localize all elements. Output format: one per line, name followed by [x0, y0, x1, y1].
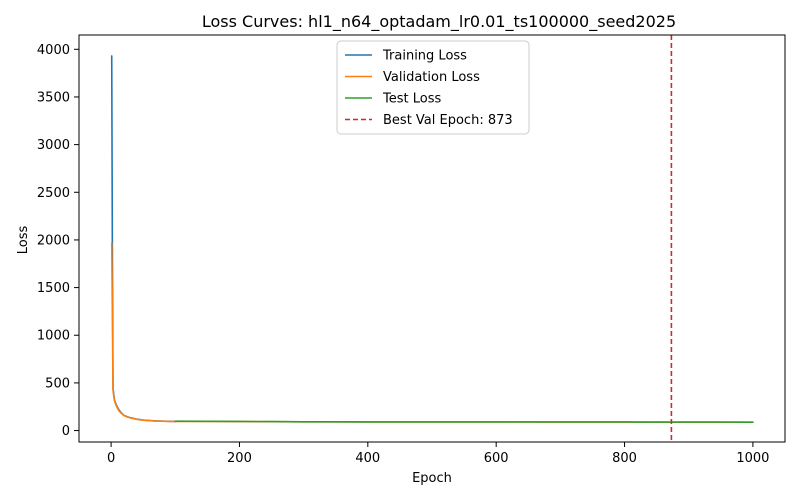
plot-area	[78, 34, 786, 443]
y-tick-label: 1500	[37, 281, 70, 296]
legend-items: Training Loss Validation Loss Test Loss Bes…	[345, 49, 513, 128]
legend-label: Training Loss	[382, 49, 467, 64]
y-tick-label: 3000	[37, 138, 70, 153]
y-tick-label: 2500	[37, 186, 70, 201]
y-tick-label: 4000	[37, 43, 70, 58]
legend-label: Test Loss	[382, 92, 441, 107]
series-layer	[110, 55, 754, 423]
legend-label: Best Val Epoch: 873	[383, 113, 513, 128]
y-tick-label: 0	[62, 424, 70, 439]
series-line-validation-loss	[110, 241, 754, 423]
y-tick-label: 3500	[37, 90, 70, 105]
y-tick-label: 2000	[37, 233, 70, 248]
y-tick-label: 1000	[37, 329, 70, 344]
series-line-training-loss	[110, 55, 177, 423]
x-tick-label: 1000	[736, 451, 769, 466]
y-axis: 0 500 1000 1500 2000 2500 3000 3500 4000	[37, 43, 79, 439]
x-tick-label: 400	[355, 451, 380, 466]
y-tick-label: 500	[45, 376, 70, 391]
plot-frame	[78, 34, 786, 443]
x-tick-label: 800	[612, 451, 637, 466]
x-tick-label: 200	[227, 451, 252, 466]
legend-frame	[336, 40, 530, 135]
chart-title: Loss Curves: hl1_n64_optadam_lr0.01_ts10…	[202, 12, 676, 32]
y-axis-label: Loss	[16, 226, 31, 255]
x-tick-label: 0	[107, 451, 115, 466]
legend-label: Validation Loss	[383, 70, 480, 85]
series-line-test-loss	[174, 420, 754, 423]
x-axis-label: Epoch	[412, 471, 452, 486]
legend: Training Loss Validation Loss Test Loss Bes…	[336, 40, 530, 135]
x-tick-label: 600	[484, 451, 509, 466]
x-axis: 0 200 400 600 800 1000	[107, 442, 769, 466]
